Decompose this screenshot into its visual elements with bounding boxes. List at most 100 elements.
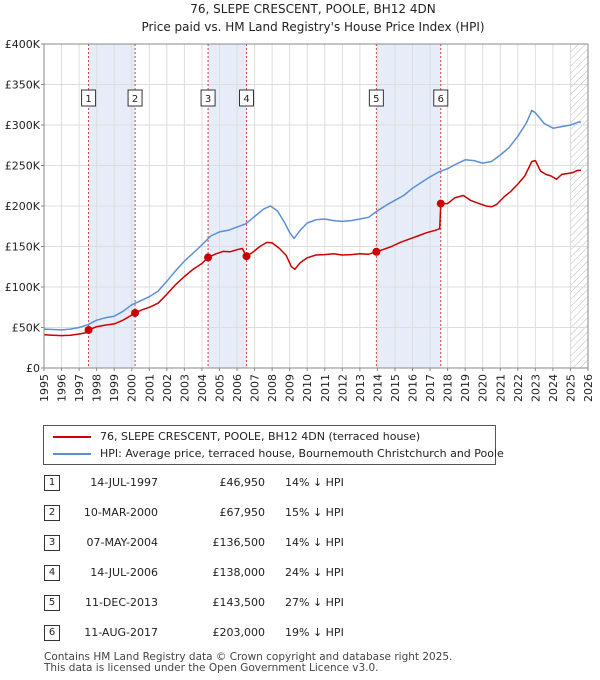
x-tick-label: 1995 <box>38 374 51 402</box>
transaction-price: £203,000 <box>212 626 266 639</box>
footer: Contains HM Land Registry data © Crown c… <box>44 652 452 674</box>
transaction-number: 6 <box>44 625 60 641</box>
transaction-price: £67,950 <box>219 506 266 519</box>
transaction-label: 2 <box>132 94 138 105</box>
x-tick-label: 2024 <box>547 374 560 402</box>
sale-point <box>131 308 140 317</box>
x-tick-label: 2012 <box>336 374 349 402</box>
x-tick-label: 1997 <box>73 374 86 402</box>
transaction-number: 1 <box>44 475 60 491</box>
transaction-hpi-diff: 15% ↓ HPI <box>285 506 344 519</box>
hpi-line <box>43 109 582 331</box>
y-tick-label: £50K <box>12 322 41 335</box>
table-row: 2 10-MAR-2000 £67,950 15% ↓ HPI <box>0 503 600 525</box>
transaction-label: 1 <box>85 94 91 105</box>
x-tick-label: 2001 <box>143 374 156 402</box>
transaction-price: £46,950 <box>219 476 266 489</box>
transaction-number: 2 <box>44 505 60 521</box>
x-tick-label: 1998 <box>91 374 104 402</box>
transaction-date: 11-AUG-2017 <box>84 626 158 639</box>
legend-item-hpi: HPI: Average price, terraced house, Bour… <box>44 446 504 462</box>
transaction-label-box <box>368 89 384 107</box>
table-row: 6 11-AUG-2017 £203,000 19% ↓ HPI <box>0 623 600 645</box>
sale-point <box>372 247 381 256</box>
x-tick-label: 2007 <box>249 374 262 402</box>
table-row: 5 11-DEC-2013 £143,500 27% ↓ HPI <box>0 593 600 615</box>
x-tick-label: 2015 <box>389 374 402 402</box>
transaction-hpi-diff: 14% ↓ HPI <box>285 536 344 549</box>
transaction-number: 4 <box>44 565 60 581</box>
transaction-date: 14-JUL-1997 <box>90 476 158 489</box>
chart-subtitle: Price paid vs. HM Land Registry's House … <box>141 20 484 34</box>
transaction-price: £138,000 <box>212 566 266 579</box>
property-price-line <box>43 159 581 337</box>
x-tick-label: 2003 <box>178 374 191 402</box>
y-tick-label: £350K <box>5 79 41 92</box>
x-tick-label: 2016 <box>407 374 420 402</box>
x-tick-label: 2000 <box>126 374 139 402</box>
table-row: 4 14-JUL-2006 £138,000 24% ↓ HPI <box>0 563 600 585</box>
x-tick-label: 2011 <box>319 374 332 402</box>
x-tick-label: 1999 <box>108 374 121 402</box>
transaction-label: 6 <box>438 94 444 105</box>
transaction-price: £136,500 <box>212 536 266 549</box>
transaction-hpi-diff: 14% ↓ HPI <box>285 476 344 489</box>
x-tick-label: 2006 <box>231 374 244 402</box>
x-tick-label: 2002 <box>161 374 174 402</box>
x-tick-label: 2020 <box>477 374 490 402</box>
x-tick-label: 2019 <box>459 374 472 402</box>
x-tick-label: 2005 <box>213 374 226 402</box>
transaction-hpi-diff: 19% ↓ HPI <box>285 626 344 639</box>
x-tick-label: 2022 <box>512 374 525 402</box>
transaction-number: 5 <box>44 595 60 611</box>
x-tick-label: 2018 <box>442 374 455 402</box>
transaction-label: 5 <box>373 94 379 105</box>
x-tick-label: 2026 <box>582 374 595 402</box>
transaction-hpi-diff: 24% ↓ HPI <box>285 566 344 579</box>
footer-license: This data is licensed under the Open Gov… <box>44 662 379 674</box>
transaction-date: 10-MAR-2000 <box>83 506 158 519</box>
x-tick-label: 2014 <box>371 374 384 402</box>
sale-point <box>204 253 213 262</box>
table-row: 1 14-JUL-1997 £46,950 14% ↓ HPI <box>0 473 600 495</box>
sale-point <box>84 325 93 334</box>
transaction-date: 11-DEC-2013 <box>84 596 158 609</box>
x-tick-label: 2010 <box>301 374 314 402</box>
legend-label-hpi: HPI: Average price, terraced house, Bour… <box>100 447 504 460</box>
x-tick-label: 2013 <box>354 374 367 402</box>
legend-item-property: 76, SLEPE CRESCENT, POOLE, BH12 4DN (ter… <box>44 429 495 445</box>
x-tick-label: 2017 <box>424 374 437 402</box>
x-tick-label: 1996 <box>56 374 69 402</box>
x-tick-label: 2021 <box>494 374 507 402</box>
transaction-hpi-diff: 27% ↓ HPI <box>285 596 344 609</box>
x-tick-label: 2004 <box>196 374 209 402</box>
chart-title: 76, SLEPE CRESCENT, POOLE, BH12 4DN <box>190 2 435 16</box>
transaction-price: £143,500 <box>212 596 266 609</box>
transaction-label-box <box>81 89 97 107</box>
legend-swatch-property <box>53 436 91 438</box>
sale-point <box>436 199 445 208</box>
transaction-label-box <box>433 89 449 107</box>
y-tick-label: £300K <box>5 119 41 132</box>
transaction-label-box <box>200 89 216 107</box>
transaction-label: 4 <box>243 94 249 105</box>
transaction-label: 3 <box>205 94 211 105</box>
legend: 76, SLEPE CRESCENT, POOLE, BH12 4DN (ter… <box>43 425 504 465</box>
footer-copyright: Contains HM Land Registry data © Crown c… <box>44 651 453 663</box>
y-tick-label: £400K <box>5 38 41 51</box>
x-tick-label: 2009 <box>284 374 297 402</box>
legend-swatch-hpi <box>53 453 91 455</box>
y-tick-label: £100K <box>5 281 41 294</box>
transaction-label-box <box>239 89 255 107</box>
price-chart: 76, SLEPE CRESCENT, POOLE, BH12 4DN Pric… <box>5 2 595 402</box>
legend-label-property: 76, SLEPE CRESCENT, POOLE, BH12 4DN (ter… <box>100 430 421 443</box>
x-tick-label: 2023 <box>529 374 542 402</box>
transaction-date: 07-MAY-2004 <box>86 536 158 549</box>
y-tick-label: £150K <box>5 241 41 254</box>
y-tick-label: £250K <box>5 160 41 173</box>
x-tick-label: 2025 <box>564 374 577 402</box>
y-tick-label: £0 <box>26 362 40 375</box>
transaction-number: 3 <box>44 535 60 551</box>
transaction-label-box <box>127 89 143 107</box>
y-tick-label: £200K <box>5 200 41 213</box>
